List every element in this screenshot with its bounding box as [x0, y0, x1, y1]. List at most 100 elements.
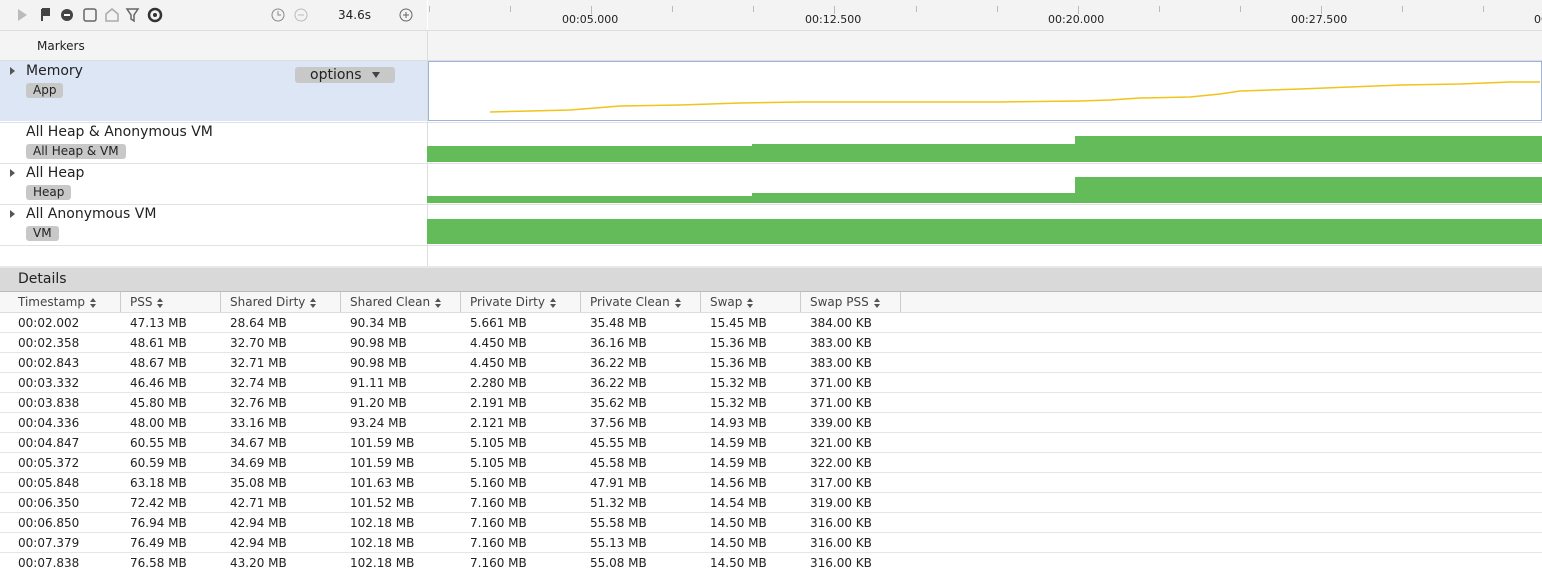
sort-icon[interactable] [89, 297, 96, 302]
cell: 76.58 MB [130, 556, 187, 569]
zoom-icons[interactable] [270, 7, 310, 23]
row-line [0, 432, 1542, 433]
sort-icon[interactable] [549, 303, 556, 308]
cell: 15.45 MB [710, 316, 767, 330]
ruler-tick [1483, 6, 1485, 12]
cell: 00:02.843 [18, 356, 80, 370]
sort-icon[interactable] [157, 297, 164, 302]
ruler-tick [1402, 6, 1404, 12]
cell: 15.32 MB [710, 396, 767, 410]
cell: 5.160 MB [470, 476, 527, 490]
track-graphs [427, 81, 1542, 244]
sort-icon[interactable] [549, 297, 556, 302]
column-edge [800, 292, 801, 312]
row-line [0, 392, 1542, 393]
column-header[interactable]: Swap PSS [810, 295, 880, 309]
ruler-tick [1158, 6, 1160, 12]
cell: 00:06.850 [18, 516, 80, 530]
options-button[interactable]: options [295, 67, 395, 83]
markers-row [0, 31, 1542, 61]
cell: 00:02.358 [18, 336, 80, 350]
cell: 101.52 MB [350, 496, 415, 510]
options-label[interactable]: options [310, 67, 362, 83]
sort-icon[interactable] [435, 297, 442, 302]
column-header[interactable]: Shared Clean [350, 295, 442, 309]
cell: 42.94 MB [230, 516, 287, 530]
cell: 316.00 KB [810, 516, 872, 530]
sort-icon[interactable] [674, 297, 681, 302]
column-header[interactable]: Private Clean [590, 295, 681, 309]
sort-icon[interactable] [157, 303, 164, 308]
row-line [0, 532, 1542, 533]
cell: 91.11 MB [350, 376, 407, 390]
ruler-tick [1239, 6, 1241, 12]
column-header[interactable]: Timestamp [18, 295, 96, 309]
cell: 102.18 MB [350, 536, 415, 550]
expand-toggle[interactable] [10, 67, 15, 75]
expand-toggle[interactable] [10, 169, 15, 177]
toolbar-icons[interactable] [14, 6, 174, 24]
ruler-tick [915, 6, 917, 12]
column-header[interactable]: Swap [710, 295, 754, 309]
cell: 45.58 MB [590, 456, 647, 470]
column-edge [900, 292, 901, 312]
ruler-tick [753, 6, 755, 12]
sort-icon[interactable] [310, 303, 317, 308]
cell: 4.450 MB [470, 336, 527, 350]
cell: 2.191 MB [470, 396, 527, 410]
sort-icon[interactable] [674, 303, 681, 308]
cell: 48.61 MB [130, 336, 187, 350]
row-line [0, 552, 1542, 553]
cell: 35.08 MB [230, 476, 287, 490]
duration: 34.6s [338, 8, 371, 22]
cell: 28.64 MB [230, 316, 287, 330]
cell: 45.80 MB [130, 396, 187, 410]
column-header[interactable]: PSS [130, 295, 164, 309]
track-tag: App [26, 83, 64, 98]
column-header[interactable]: Shared Dirty [230, 295, 317, 309]
cell: 55.08 MB [590, 556, 647, 569]
cell: 00:07.838 [18, 556, 80, 569]
row-line [0, 372, 1542, 373]
row-line [0, 452, 1542, 453]
cell: 63.18 MB [130, 476, 187, 490]
sort-icon[interactable] [89, 303, 96, 308]
zoom-in[interactable] [398, 7, 414, 23]
cell: 42.71 MB [230, 496, 287, 510]
column-header[interactable]: Private Dirty [470, 295, 556, 309]
sort-icon[interactable] [747, 297, 754, 302]
column-edge [460, 292, 461, 312]
expand-toggle[interactable] [10, 210, 15, 218]
column-edge [220, 292, 221, 312]
ruler-tick [996, 6, 998, 12]
cell: 55.13 MB [590, 536, 647, 550]
cell: 7.160 MB [470, 556, 527, 569]
cell: 32.71 MB [230, 356, 287, 370]
cell: 101.59 MB [350, 436, 415, 450]
cell: 7.160 MB [470, 536, 527, 550]
cell: 14.54 MB [710, 496, 767, 510]
sort-icon[interactable] [747, 303, 754, 308]
ruler-tick [591, 6, 593, 14]
separator [0, 122, 1542, 123]
cell: 36.16 MB [590, 336, 647, 350]
sort-icon[interactable] [873, 297, 880, 302]
cell: 15.36 MB [710, 356, 767, 370]
cell: 2.121 MB [470, 416, 527, 430]
cell: 33.16 MB [230, 416, 287, 430]
sort-icon[interactable] [873, 303, 880, 308]
dropdown-arrow[interactable] [371, 72, 380, 78]
cell: 91.20 MB [350, 396, 407, 410]
cell: 35.62 MB [590, 396, 647, 410]
cell: 00:07.379 [18, 536, 80, 550]
sort-icon[interactable] [310, 297, 317, 302]
sort-icon[interactable] [435, 303, 442, 308]
cell: 101.59 MB [350, 456, 415, 470]
cell: 14.50 MB [710, 536, 767, 550]
cell: 00:04.336 [18, 416, 80, 430]
cell: 51.32 MB [590, 496, 647, 510]
cell: 101.63 MB [350, 476, 415, 490]
cell: 14.59 MB [710, 436, 767, 450]
splitter[interactable] [0, 266, 1542, 268]
